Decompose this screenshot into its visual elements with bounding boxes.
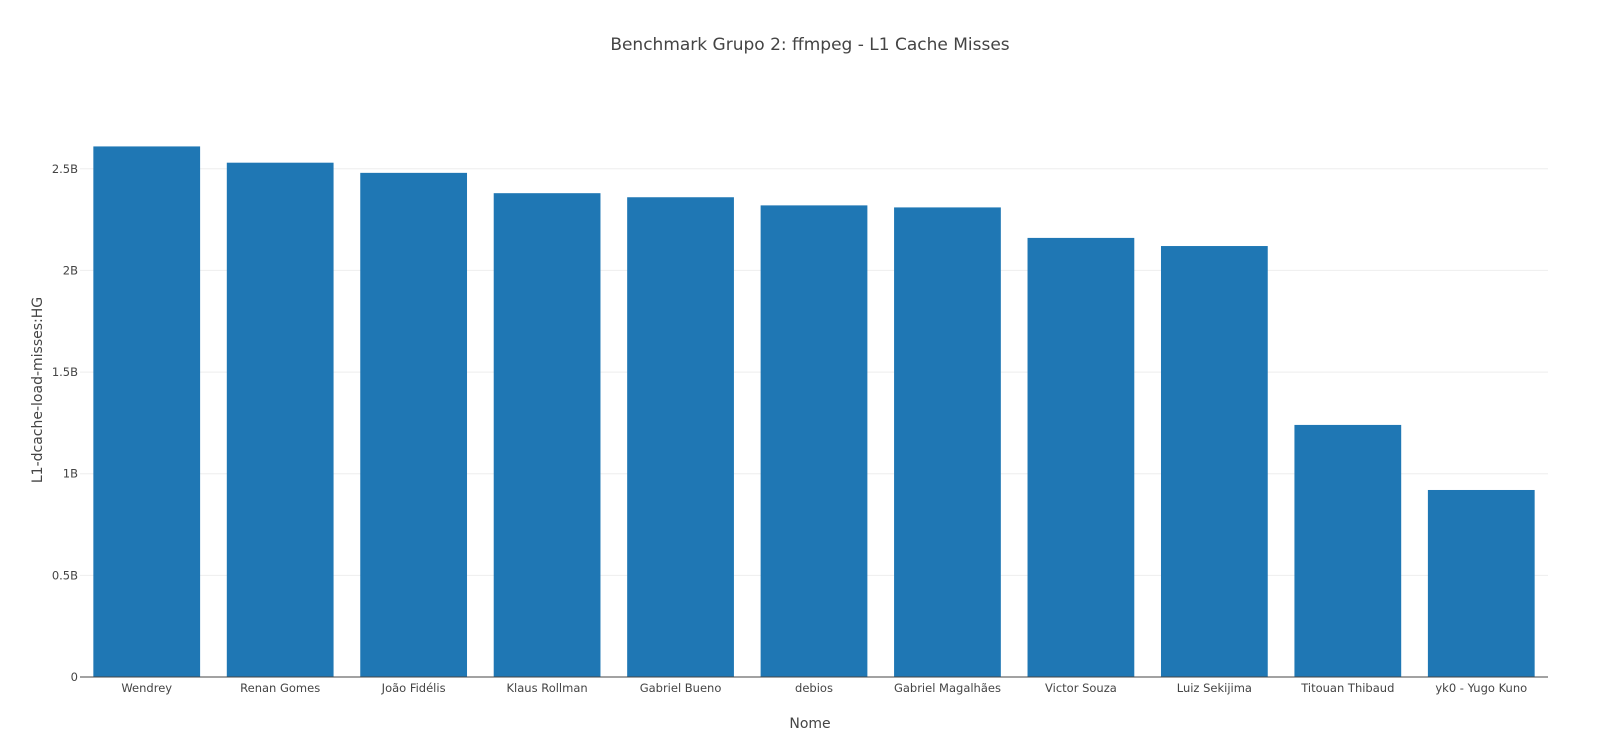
- bar[interactable]: [360, 172, 468, 678]
- x-tick-label: Klaus Rollman: [507, 681, 588, 695]
- bar[interactable]: [226, 162, 334, 678]
- chart-title: Benchmark Grupo 2: ffmpeg - L1 Cache Mis…: [610, 35, 1009, 55]
- x-tick-label: João Fidélis: [381, 681, 446, 695]
- x-tick-label: Renan Gomes: [240, 681, 320, 695]
- x-tick-label: debios: [795, 681, 833, 695]
- x-tick-label: yk0 - Yugo Kuno: [1435, 681, 1527, 695]
- bar[interactable]: [1160, 246, 1268, 677]
- x-tick-label: Gabriel Magalhães: [894, 681, 1001, 695]
- y-tick-label: 2.5B: [52, 162, 78, 176]
- y-axis-title: L1-dcache-load-misses:HG: [30, 297, 46, 483]
- bar[interactable]: [1427, 489, 1535, 677]
- y-tick-label: 2B: [63, 263, 78, 277]
- axes: 0 0.5B 1B 1.5B 2B 2.5B Wendrey Renan Gomes João …: [52, 162, 1548, 695]
- x-tick-label: Victor Souza: [1045, 681, 1117, 695]
- bar[interactable]: [493, 193, 601, 677]
- bar[interactable]: [93, 146, 201, 677]
- bar[interactable]: [760, 205, 868, 677]
- bars: [93, 146, 1535, 678]
- bar[interactable]: [1027, 237, 1135, 678]
- x-tick-label: Luiz Sekijima: [1177, 681, 1252, 695]
- x-tick-label: Gabriel Bueno: [640, 681, 722, 695]
- bar[interactable]: [627, 197, 734, 677]
- bar[interactable]: [894, 207, 1001, 677]
- x-tick-label: Titouan Thibaud: [1300, 681, 1394, 695]
- x-tick-label: Wendrey: [121, 681, 172, 695]
- y-tick-label: 1.5B: [52, 365, 78, 379]
- y-tick-label: 1B: [63, 467, 78, 481]
- x-axis-title: Nome: [789, 716, 830, 732]
- bar[interactable]: [1294, 424, 1402, 677]
- y-tick-label: 0: [71, 670, 78, 684]
- y-tick-label: 0.5B: [52, 568, 78, 582]
